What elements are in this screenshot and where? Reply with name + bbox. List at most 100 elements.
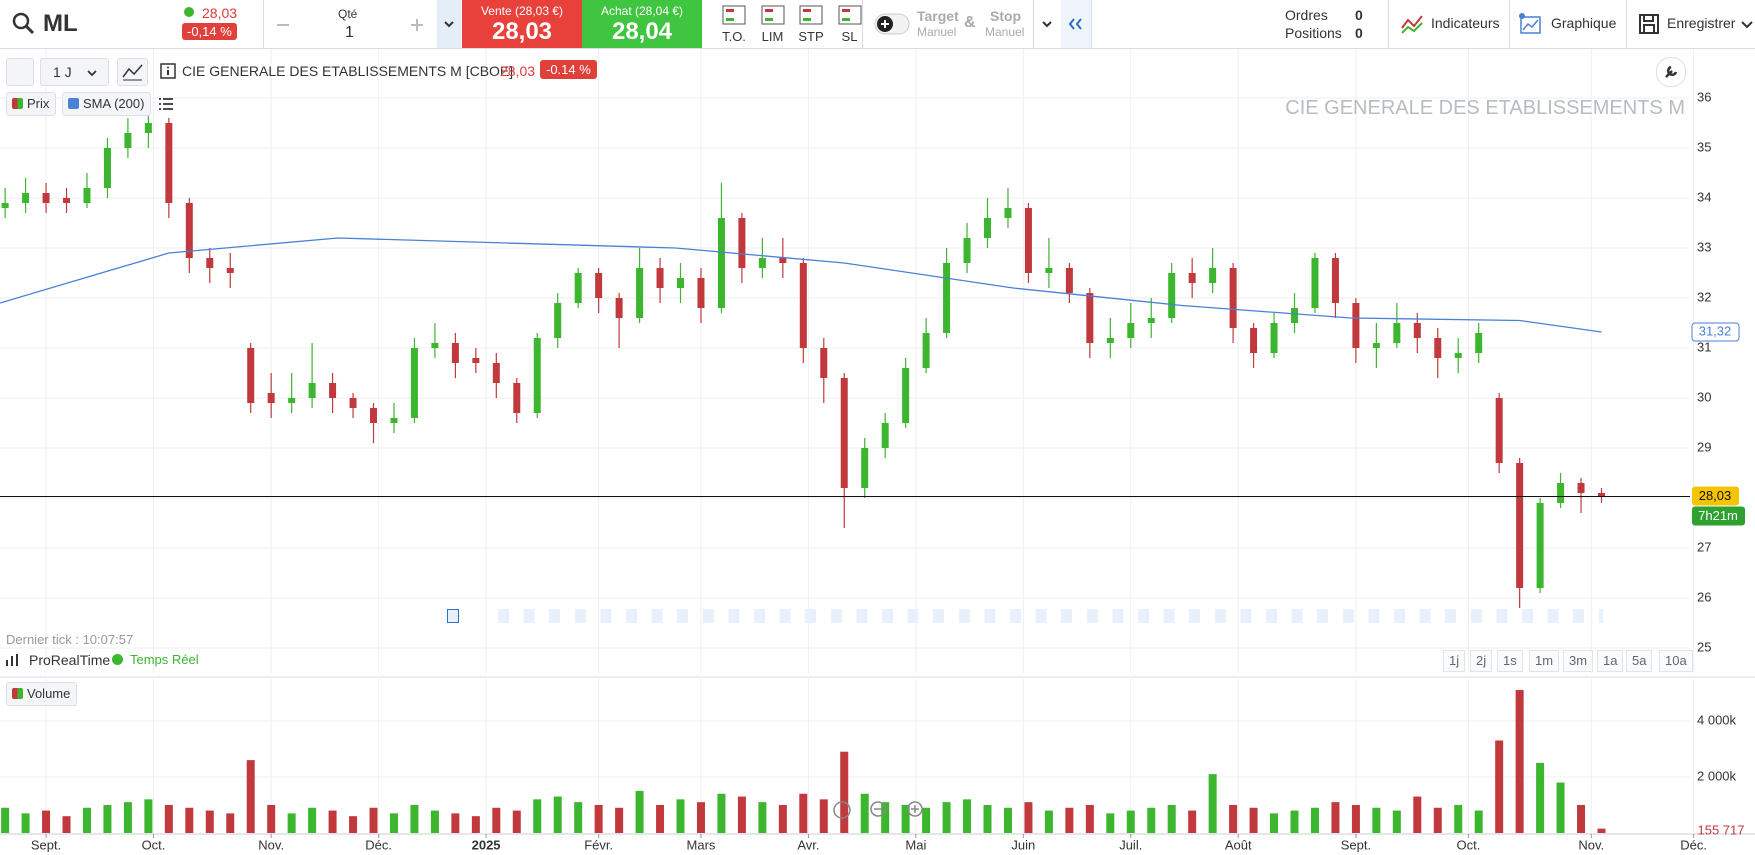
candle-body	[1229, 268, 1237, 328]
volume-bar	[1474, 810, 1483, 833]
tool-button[interactable]: Indicateurs	[1431, 15, 1500, 31]
period-button[interactable]: 1s	[1497, 650, 1523, 672]
tool-button[interactable]: Graphique	[1551, 15, 1617, 31]
legend-volume[interactable]: Volume	[6, 682, 78, 706]
target-dropdown[interactable]	[1033, 0, 1062, 48]
zoom-out[interactable]	[870, 801, 886, 817]
period-button[interactable]: 2j	[1470, 650, 1493, 672]
tool-button[interactable]: Enregistrer	[1667, 15, 1736, 31]
order-button[interactable]: SL	[833, 0, 867, 48]
y-tick-label: 31	[1697, 339, 1711, 354]
symbol[interactable]: ML	[43, 10, 78, 37]
news-icon[interactable]	[447, 609, 459, 623]
change-badge: -0,14 %	[182, 23, 237, 40]
volume-bar	[676, 799, 685, 833]
volume-bar	[471, 816, 480, 833]
period-button[interactable]: 1m	[1529, 650, 1560, 672]
feed-dot	[112, 654, 123, 665]
candle-body	[1250, 328, 1258, 353]
volume-bar	[840, 751, 849, 833]
candle-body	[513, 383, 521, 413]
volume-bar	[615, 807, 624, 833]
buy-button[interactable]: Achat (28,04 €) 28,04	[582, 0, 702, 48]
volume-bar	[778, 804, 787, 833]
candle-body	[144, 123, 152, 133]
volume-bar	[1003, 807, 1012, 833]
order-button[interactable]: STP	[794, 0, 828, 48]
order-label: STP	[798, 29, 824, 44]
period-button[interactable]: 1a	[1597, 650, 1624, 672]
list-icon[interactable]	[157, 95, 175, 113]
period-button[interactable]: 3m	[1563, 650, 1594, 672]
volume-bar	[1433, 807, 1442, 833]
x-tick-label: Août	[1225, 837, 1252, 852]
toggle[interactable]	[874, 13, 910, 35]
search-icon[interactable]	[12, 12, 36, 36]
candle-body	[472, 358, 480, 363]
volume-last-label: 155 717	[1698, 822, 1745, 837]
volume-bar	[492, 807, 501, 833]
volume-bar	[963, 799, 972, 833]
candle-body	[615, 298, 623, 318]
y-tick-label: 27	[1697, 539, 1711, 554]
interval-select[interactable]: 1 J	[40, 58, 109, 86]
chart-icon[interactable]	[1518, 12, 1542, 36]
candle-body	[656, 268, 664, 288]
info-icon[interactable]	[160, 63, 176, 79]
save-dropdown[interactable]	[1740, 18, 1754, 32]
volume-bar	[1188, 810, 1197, 833]
candle-body	[697, 278, 705, 308]
candle-body	[226, 268, 234, 273]
volume-bar	[1372, 807, 1381, 833]
feed: Temps Réel	[130, 652, 199, 667]
qty-dropdown[interactable]	[437, 0, 461, 48]
y-tick-label: 4 000k	[1697, 712, 1737, 727]
legend-sma[interactable]: SMA (200)	[62, 92, 152, 116]
volume-bar	[164, 804, 173, 833]
y-tick-label: 25	[1697, 639, 1711, 654]
period-button[interactable]: 10a	[1659, 650, 1693, 672]
x-tick-label: Mars	[687, 837, 716, 852]
candle-body	[42, 193, 50, 203]
reset-zoom[interactable]	[833, 801, 851, 819]
volume-bar	[737, 796, 746, 833]
collapse-button[interactable]	[1061, 0, 1092, 48]
zoom-in[interactable]	[907, 801, 923, 817]
candle-body	[451, 343, 459, 363]
candle-body	[206, 258, 214, 268]
settings-button[interactable]	[1656, 57, 1686, 87]
volume-bar	[594, 804, 603, 833]
qty-plus[interactable]	[410, 18, 424, 32]
chart-type[interactable]	[117, 58, 148, 86]
qty-value[interactable]: 1	[345, 24, 354, 41]
news-icons[interactable]	[498, 609, 1603, 623]
volume-bar	[1229, 804, 1238, 833]
sell-button[interactable]: Vente (28,03 €) 28,03	[462, 0, 582, 48]
x-tick-label: 2025	[472, 837, 501, 852]
candle-body	[1311, 258, 1319, 308]
volume-bar	[1208, 774, 1217, 833]
header-change: -0.14 %	[540, 60, 597, 79]
y-tick-label: 33	[1697, 239, 1711, 254]
volume-bar	[82, 807, 91, 833]
candle-body	[390, 418, 398, 423]
qty-minus[interactable]	[276, 18, 290, 32]
orders-count: 0	[1355, 7, 1363, 23]
divider	[862, 0, 863, 48]
candle-body	[1536, 503, 1544, 588]
volume-bar	[1331, 802, 1340, 833]
sell-label: Vente (28,03 €)	[480, 4, 564, 18]
indicators-icon[interactable]	[1400, 12, 1424, 36]
volume-bar	[1167, 804, 1176, 833]
period-button[interactable]: 1j	[1443, 650, 1466, 672]
period-button[interactable]: 5a	[1626, 650, 1653, 672]
candle-body	[1454, 353, 1462, 358]
candle-body	[1004, 208, 1012, 218]
order-button[interactable]: LIM	[756, 0, 790, 48]
save-icon[interactable]	[1637, 12, 1661, 36]
legend-label: Volume	[27, 686, 71, 701]
legend-price[interactable]: Prix	[6, 92, 57, 116]
panel-toggle[interactable]	[6, 58, 34, 86]
order-button[interactable]: T.O.	[717, 0, 751, 48]
volume-bar	[1454, 804, 1463, 833]
